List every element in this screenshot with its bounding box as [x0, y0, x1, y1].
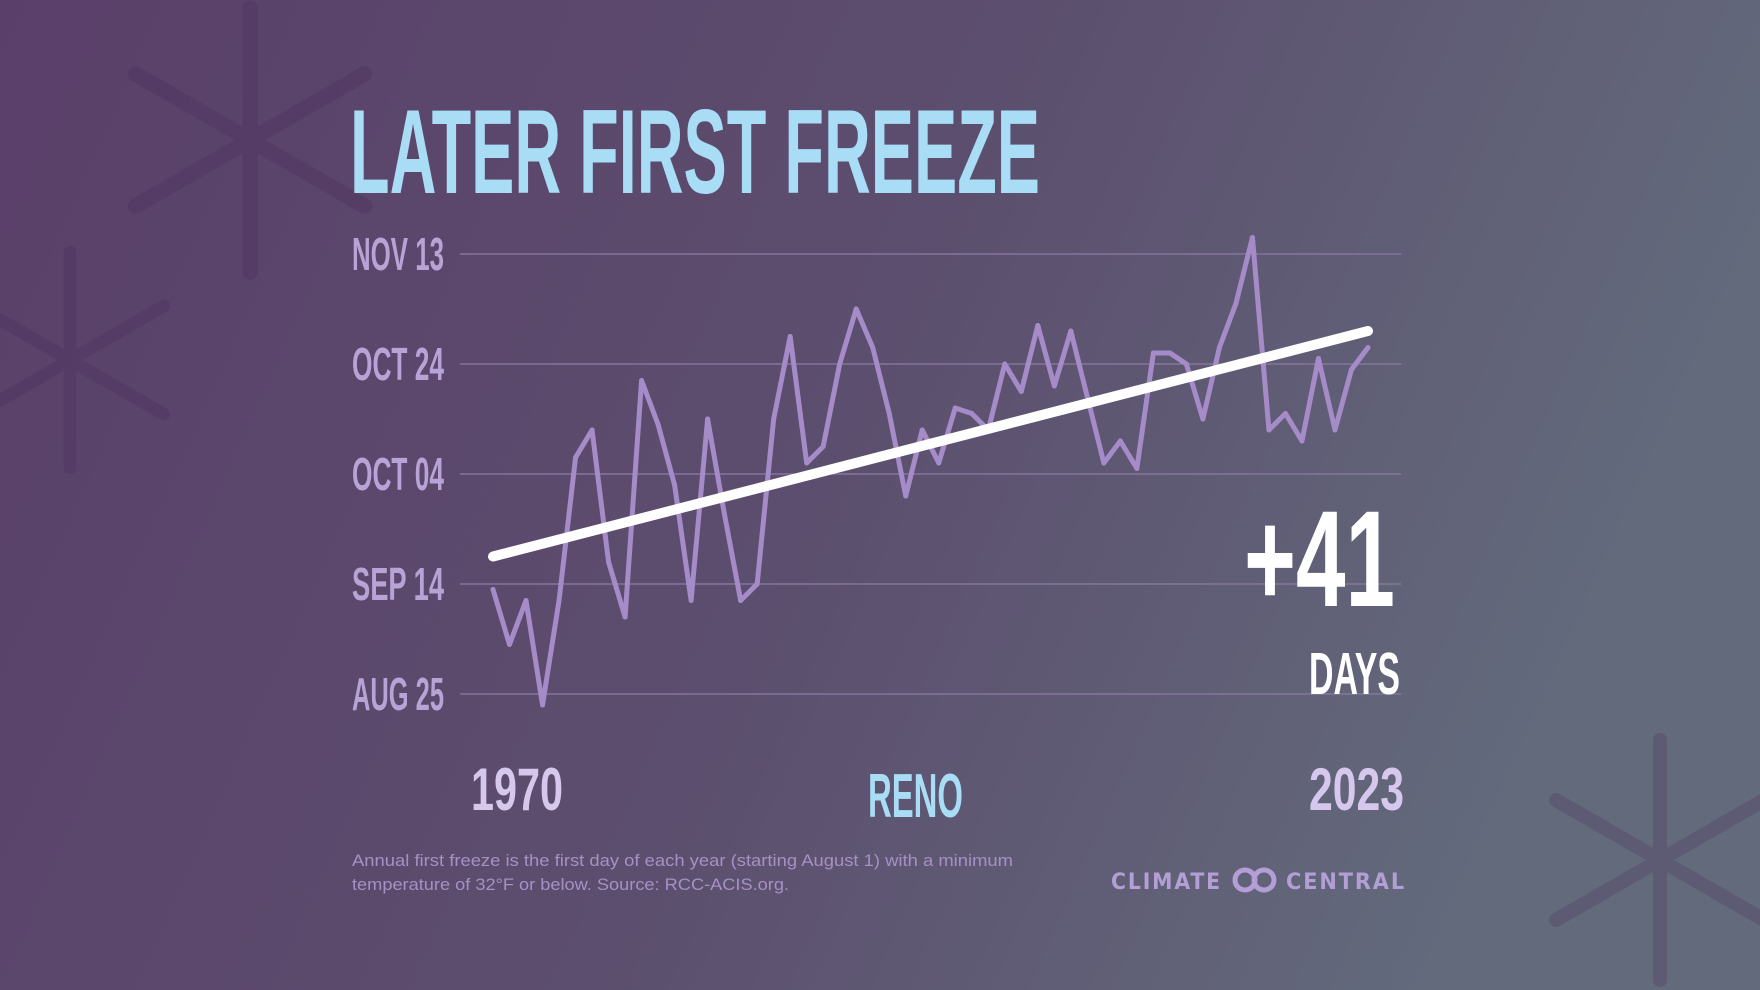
data-point-1989	[804, 460, 810, 466]
data-point-1998	[952, 405, 958, 411]
location-label: RENO	[868, 762, 963, 831]
y-tick-label: SEP 14	[352, 558, 444, 610]
data-point-1995	[903, 493, 909, 499]
data-point-1970	[490, 587, 496, 592]
data-point-2001	[1002, 361, 1008, 367]
data-point-1973	[540, 702, 546, 708]
y-tick-label: NOV 13	[352, 228, 444, 280]
data-point-2014	[1216, 345, 1222, 350]
data-point-1994	[886, 411, 892, 416]
data-point-2002	[1018, 389, 1024, 394]
data-point-2015	[1233, 301, 1239, 306]
data-point-2008	[1117, 438, 1123, 444]
data-point-2010	[1150, 350, 1156, 356]
data-point-1979	[639, 378, 645, 383]
change-unit: DAYS	[1309, 641, 1400, 707]
chart-title: LATER FIRST FREEZE	[350, 85, 1040, 219]
data-point-1977	[606, 559, 612, 565]
data-point-1983	[705, 416, 711, 422]
data-point-2017	[1266, 427, 1272, 433]
trend-line-group	[488, 326, 1373, 562]
logo-rings-icon	[1232, 867, 1277, 893]
data-point-1980	[655, 422, 661, 427]
data-point-1999	[969, 411, 975, 416]
data-point-2013	[1200, 416, 1206, 422]
data-point-1988	[787, 334, 793, 339]
logo-text-left: CLIMATE	[1111, 870, 1222, 895]
y-axis-labels: NOV 13 OCT 24 OCT 04 SEP 14 AUG 25	[352, 228, 444, 720]
start-year-label: 1970	[471, 756, 563, 823]
data-point-1981	[672, 482, 678, 488]
footnote-line-1: Annual first freeze is the first day of …	[352, 851, 1013, 870]
data-point-2003	[1035, 323, 1041, 328]
data-point-2007	[1101, 460, 1107, 466]
trend-line	[488, 326, 1373, 562]
data-point-2020	[1315, 356, 1321, 361]
data-point-1976	[589, 427, 595, 433]
data-point-2023	[1365, 345, 1371, 350]
data-point-2016	[1249, 235, 1255, 240]
data-point-1992	[853, 306, 859, 312]
y-tick-label: OCT 24	[352, 338, 444, 390]
data-point-1987	[771, 416, 777, 422]
data-point-1997	[936, 460, 942, 466]
data-point-1986	[754, 581, 760, 587]
data-point-1991	[837, 361, 843, 367]
data-point-2012	[1183, 361, 1189, 367]
data-point-1996	[919, 427, 925, 433]
footnote-line-2: temperature of 32°F or below. Source: RC…	[352, 875, 789, 894]
change-value: +41	[1244, 483, 1395, 636]
data-point-2018	[1282, 411, 1288, 416]
y-tick-label: OCT 04	[352, 448, 444, 500]
data-point-1972	[523, 598, 529, 603]
logo-text-right: CENTRAL	[1286, 870, 1406, 895]
data-point-2022	[1348, 367, 1354, 372]
data-point-2005	[1068, 328, 1074, 334]
data-point-2021	[1332, 427, 1338, 433]
data-point-2019	[1299, 438, 1305, 444]
y-tick-label: AUG 25	[352, 668, 444, 720]
data-point-1985	[738, 598, 744, 603]
data-point-1975	[573, 455, 579, 460]
data-point-1993	[870, 345, 876, 350]
data-point-2004	[1051, 383, 1057, 389]
data-point-1974	[556, 598, 562, 603]
data-point-1982	[688, 598, 694, 603]
data-point-1971	[507, 642, 513, 647]
data-point-2009	[1134, 466, 1140, 471]
data-point-2011	[1167, 350, 1173, 356]
end-year-label: 2023	[1309, 756, 1404, 823]
data-point-1978	[622, 614, 628, 620]
data-point-1990	[820, 444, 826, 449]
data-point-1984	[721, 510, 727, 515]
climate-central-logo: CLIMATE CENTRAL	[1111, 867, 1406, 895]
